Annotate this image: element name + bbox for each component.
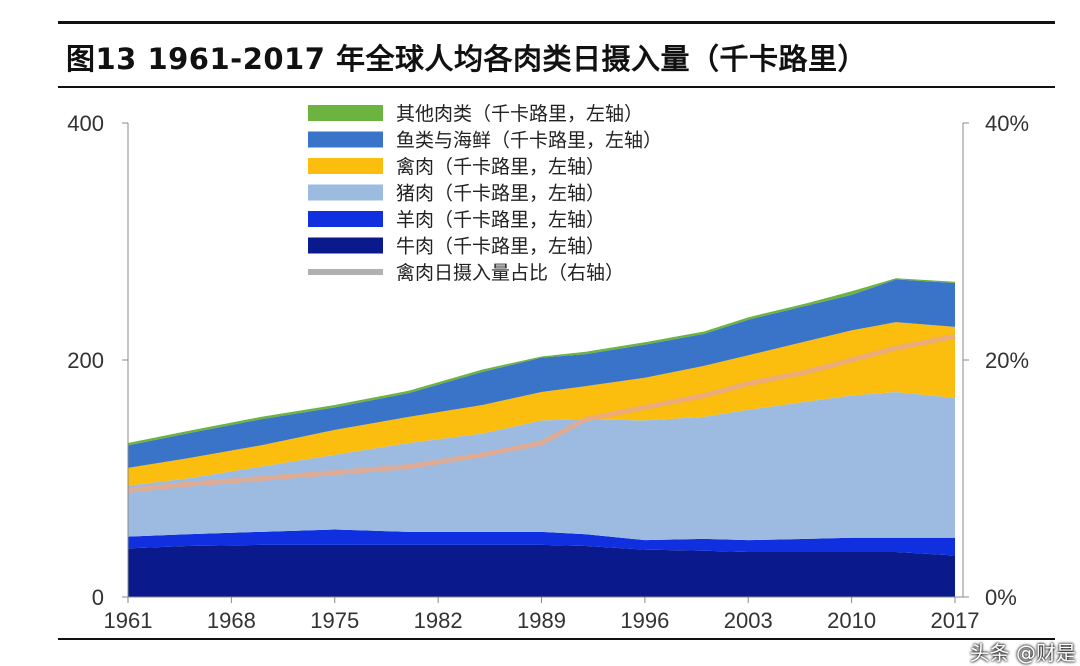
right-tick-label: 40% <box>985 111 1029 136</box>
x-tick-label: 2010 <box>827 608 876 633</box>
bottom-rule <box>58 638 1055 640</box>
x-tick-label: 1961 <box>104 608 153 633</box>
legend-label: 猪肉（千卡路里，左轴） <box>396 183 605 205</box>
legend-swatch <box>308 211 383 227</box>
right-tick-label: 0% <box>985 585 1017 610</box>
watermark: 头条 @财是 <box>969 641 1076 665</box>
area-series-1 <box>128 529 955 556</box>
legend-label: 鱼类与海鲜（千卡路里，左轴） <box>396 130 662 152</box>
left-tick-label: 400 <box>67 111 104 136</box>
x-tick-label: 2017 <box>931 608 980 633</box>
x-tick-label: 1996 <box>620 608 669 633</box>
legend-swatch <box>308 269 383 275</box>
legend-swatch <box>308 184 383 201</box>
legend-label: 禽肉（千卡路里，左轴） <box>396 156 605 178</box>
legend-label: 其他肉类（千卡路里，左轴） <box>396 103 643 125</box>
area-series-2 <box>128 391 955 541</box>
area-series-5 <box>128 278 955 446</box>
legend-swatch <box>308 105 383 121</box>
x-tick-label: 1975 <box>310 608 359 633</box>
legend-swatch <box>308 158 383 174</box>
top-rule <box>58 21 1055 24</box>
x-tick-label: 1968 <box>207 608 256 633</box>
chart-title: 图13 1961-2017 年全球人均各肉类日摄入量（千卡路里） <box>66 42 868 76</box>
right-tick-label: 20% <box>985 348 1029 373</box>
left-tick-label: 200 <box>67 348 104 373</box>
x-tick-label: 1989 <box>517 608 566 633</box>
legend-swatch <box>308 237 383 254</box>
area-series-0 <box>128 544 955 597</box>
area-series-4 <box>128 279 955 468</box>
x-tick-label: 1982 <box>414 608 463 633</box>
legend-label: 羊肉（千卡路里，左轴） <box>396 209 605 231</box>
line-series-share <box>127 333 956 493</box>
area-series-3 <box>128 322 955 486</box>
legend-label: 禽肉日摄入量占比（右轴） <box>396 262 624 284</box>
title-rule <box>58 86 1055 88</box>
legend-label: 牛肉（千卡路里，左轴） <box>396 236 605 258</box>
legend-swatch <box>308 131 383 148</box>
left-tick-label: 0 <box>92 585 104 610</box>
x-tick-label: 2003 <box>724 608 773 633</box>
